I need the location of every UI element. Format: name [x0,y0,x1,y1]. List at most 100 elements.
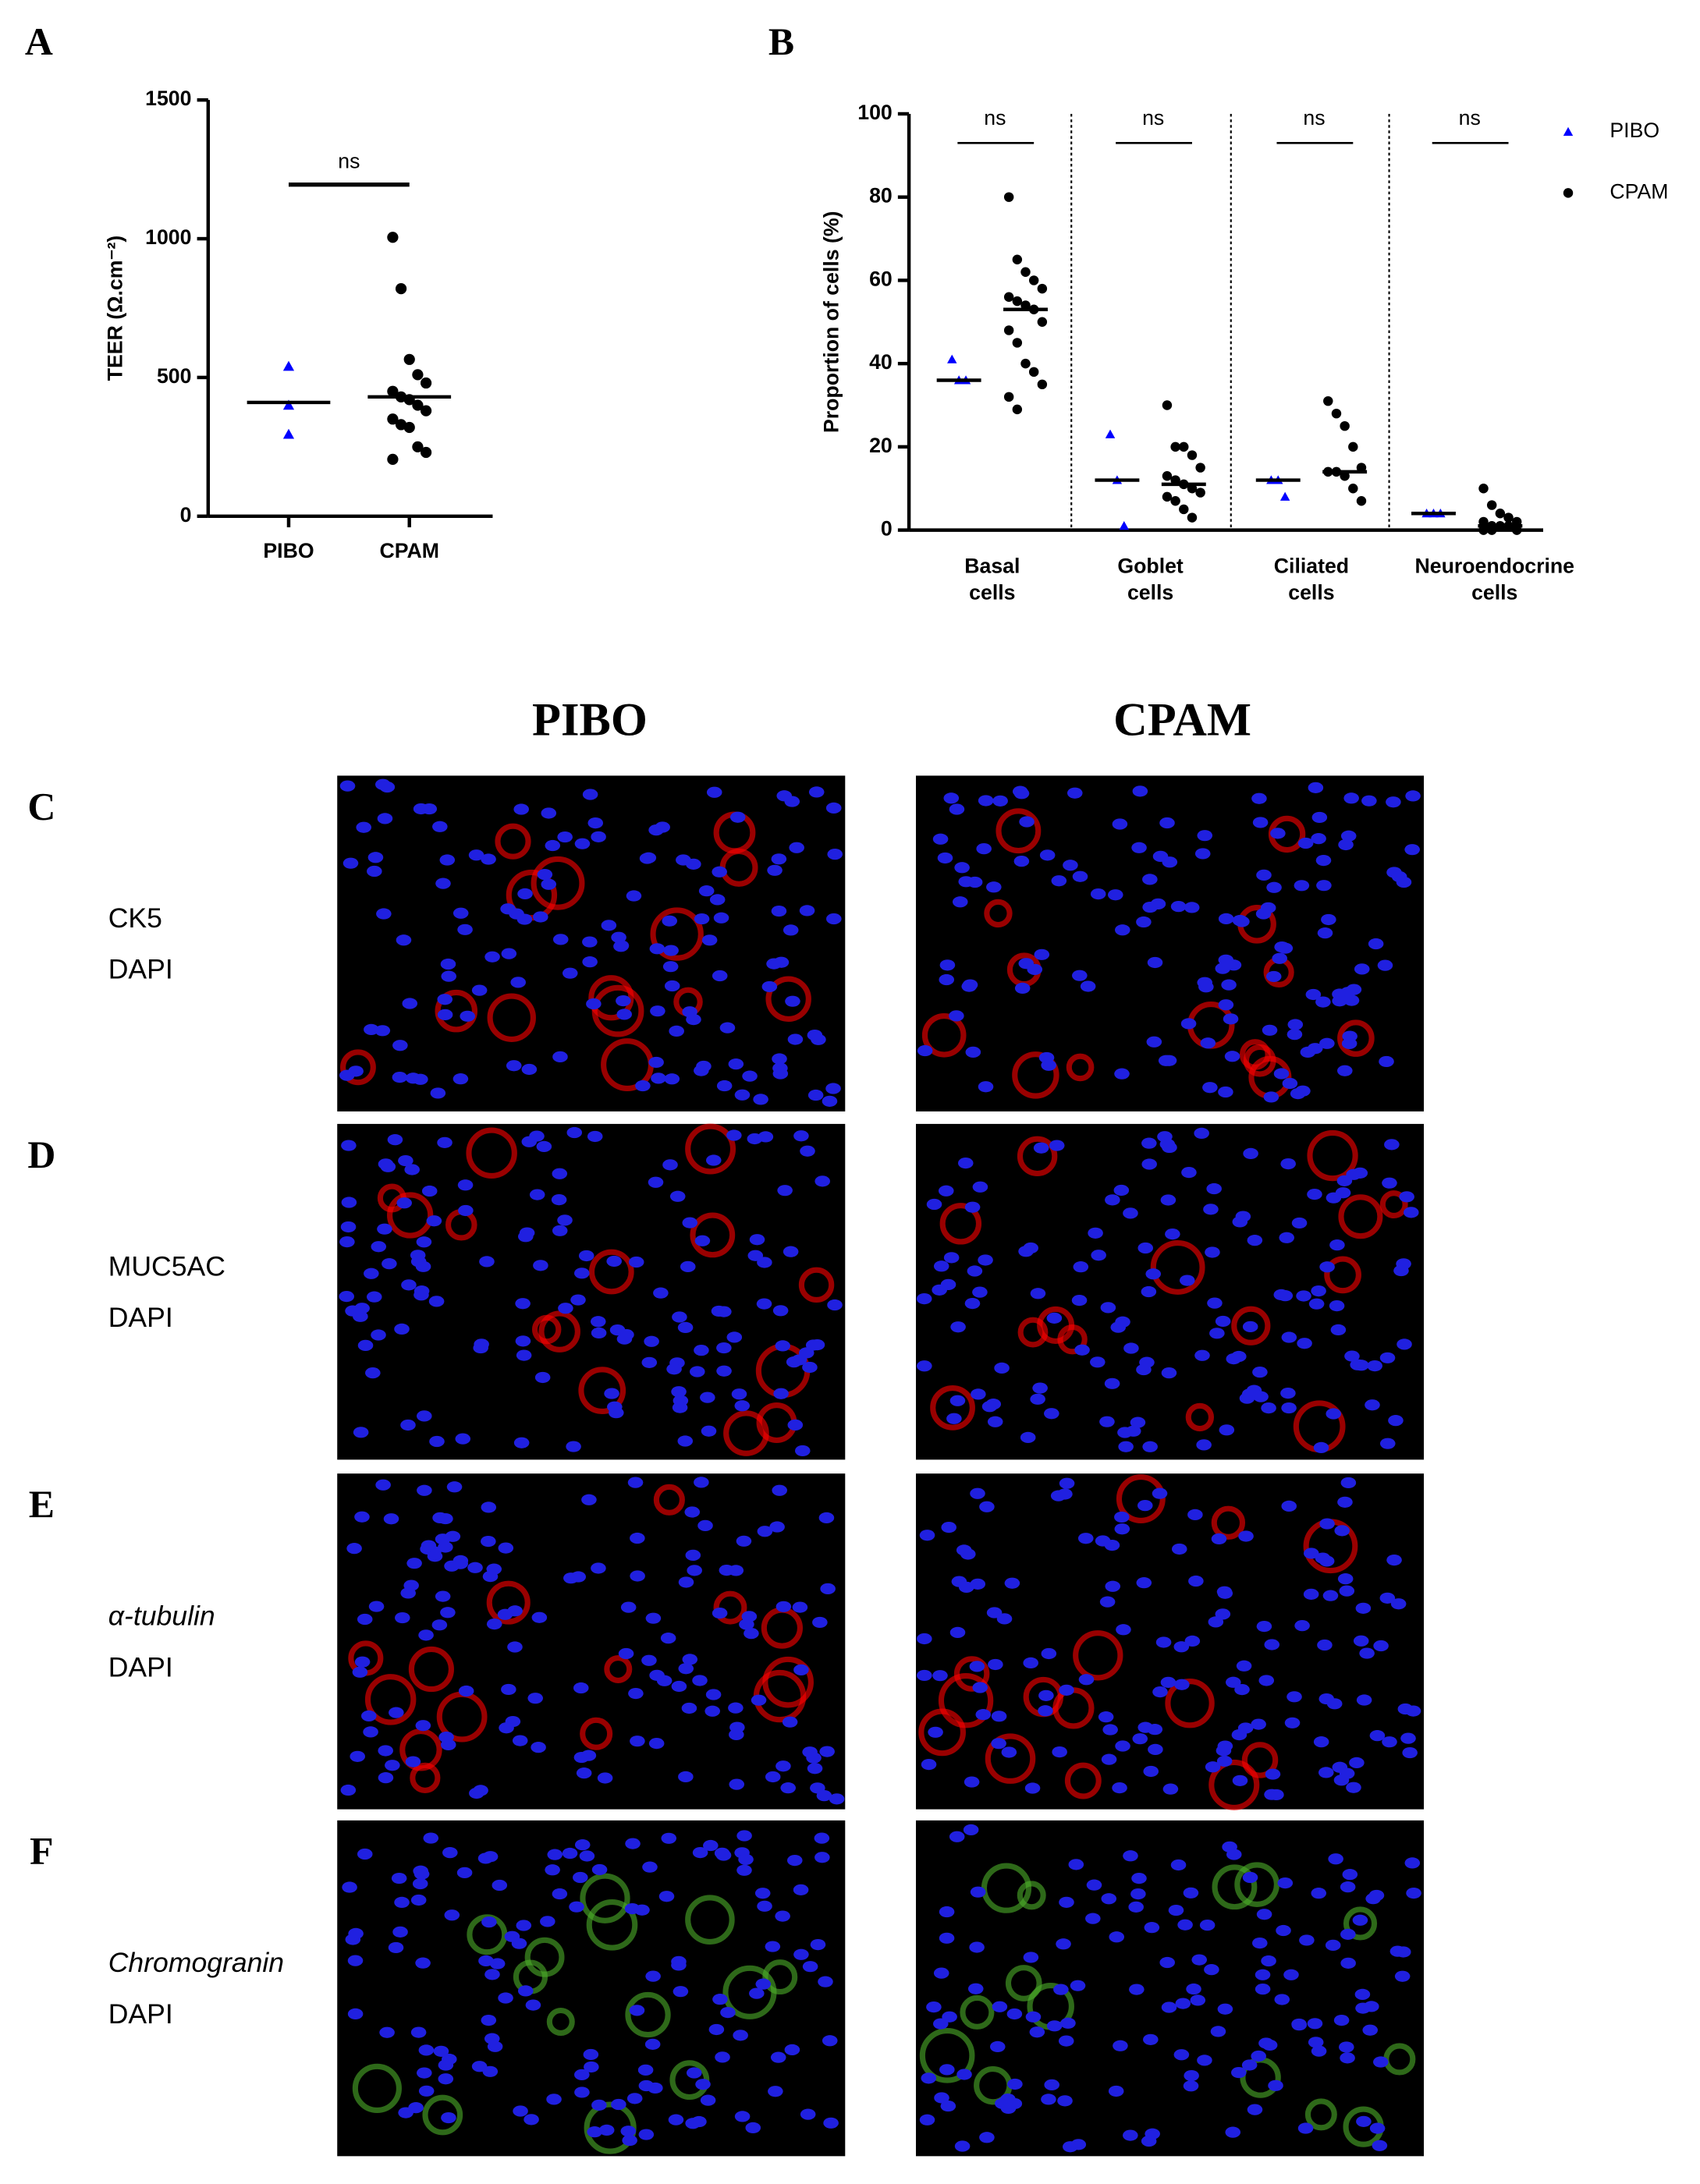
x-tick-label: cells [1288,580,1334,604]
nucleus [1132,1733,1148,1745]
nucleus [440,958,456,970]
nucleus [601,920,617,931]
nucleus [516,1920,532,1931]
nucleus [410,1256,427,1268]
nucleus [1281,1331,1297,1343]
nucleus [574,2086,590,2098]
nucleus [771,853,787,865]
nucleus [1247,1235,1263,1246]
nucleus [1001,1746,1017,1758]
nucleus [827,1299,843,1311]
nucleus [552,1888,568,1900]
nucleus [630,1570,645,1582]
nucleus [1308,782,1324,793]
nucleus [628,1687,644,1700]
nucleus [378,1158,394,1170]
triangle-marker [1279,491,1290,501]
micrograph [337,775,846,1112]
nucleus [1161,2001,1177,2013]
nucleus [339,1236,355,1248]
dot-marker [387,232,399,243]
nucleus [1142,1441,1158,1452]
micrograph [915,1473,1425,1810]
nucleus [1355,1602,1372,1614]
nucleus [361,1710,377,1722]
stained-cell [1066,1053,1095,1082]
nucleus [439,854,456,866]
nucleus [810,1938,826,1951]
nucleus [1059,1684,1074,1696]
nucleus [441,970,457,982]
nucleus [441,2111,456,2124]
nucleus [1030,1393,1045,1405]
nucleus [655,821,670,833]
nucleus [734,1400,751,1412]
stained-cell [985,1733,1036,1784]
nucleus [1247,2104,1263,2115]
stained-cell [939,1203,982,1245]
nucleus [943,1252,960,1264]
nucleus [684,1506,701,1518]
nucleus [1318,1767,1334,1778]
nucleus [587,2126,602,2138]
nucleus [1404,844,1420,856]
nucleus [481,1502,497,1513]
nucleus [1311,2045,1327,2057]
stained-cell [538,1310,580,1353]
nucleus [745,2122,761,2134]
nucleus [353,1427,369,1438]
nucleus [611,2098,626,2111]
nucleus [1311,1888,1327,1899]
nucleus [536,1140,552,1153]
nucleus [440,1607,456,1618]
stained-cell [1379,1190,1408,1219]
x-tick-label: cells [1471,580,1517,604]
nucleus [1313,1441,1329,1454]
nucleus [673,1986,689,1998]
stained-cell [723,1410,769,1456]
nucleus [460,1010,475,1022]
nucleus [1034,948,1050,960]
nucleus [1046,1312,1063,1324]
stained-cell [1017,1136,1058,1177]
dot-marker [1162,400,1173,410]
nucleus [807,1089,824,1101]
stained-cell [531,1314,562,1345]
stained-cell [1338,1194,1383,1239]
nucleus [339,780,356,792]
nucleus [1274,1994,1290,2005]
nucleus [777,1185,793,1197]
nucleus [403,1580,419,1591]
nucleus [504,1930,520,1942]
nucleus [792,1601,808,1613]
nucleus [1118,1441,1134,1452]
nucleus [1268,2079,1283,2091]
nucleus [471,2061,488,2072]
nucleus [1287,1019,1304,1030]
nucleus [1038,1705,1053,1717]
nucleus [1379,1055,1394,1068]
nucleus [1105,1194,1120,1206]
nucleus [969,1661,985,1672]
nucleus [1184,2069,1199,2082]
nucleus [747,1250,764,1261]
nucleus [574,838,591,849]
nucleus [1160,1676,1177,1688]
nucleus [961,980,978,992]
nucleus [427,1551,443,1562]
nucleus [597,1772,613,1784]
nucleus [626,890,642,902]
dot-marker [387,453,399,465]
nucleus [768,2086,783,2097]
nucleus [515,1335,531,1347]
nucleus [379,781,396,793]
nucleus [1014,982,1031,994]
nucleus [1354,963,1370,975]
nucleus [919,2114,935,2126]
nucleus [1187,1509,1203,1521]
nucleus [442,2053,457,2065]
dot-marker [1187,450,1198,460]
nucleus [1337,1573,1354,1585]
nucleus [963,1824,979,1836]
nucleus [1242,1871,1258,1884]
